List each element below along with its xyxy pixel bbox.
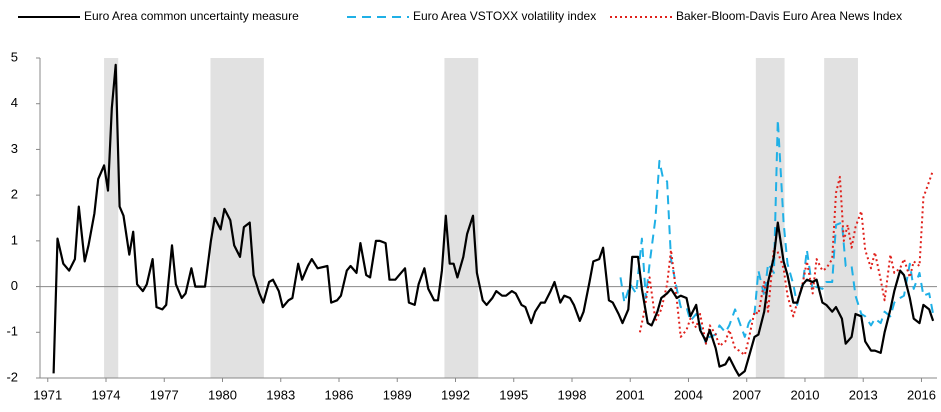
legend-label: Baker-Bloom-Davis Euro Area News Index xyxy=(676,9,902,23)
x-tick-label: 1989 xyxy=(383,387,412,402)
x-tick-label: 2016 xyxy=(907,387,936,402)
x-tick-label: 1977 xyxy=(150,387,179,402)
y-tick-label: 3 xyxy=(11,141,18,156)
x-tick-label: 1974 xyxy=(92,387,121,402)
legend-label: Euro Area VSTOXX volatility index xyxy=(413,9,596,23)
x-tick-label: 2007 xyxy=(732,387,761,402)
y-tick-label: -1 xyxy=(6,324,18,339)
y-tick-label: -2 xyxy=(6,369,18,384)
series-line xyxy=(619,118,935,345)
x-tick-label: 1998 xyxy=(558,387,587,402)
y-tick-label: 5 xyxy=(11,49,18,64)
legend-label: Euro Area common uncertainty measure xyxy=(84,9,299,23)
x-tick-label: 1995 xyxy=(499,387,528,402)
series-line xyxy=(638,169,935,357)
series-line xyxy=(52,63,935,377)
x-tick-label: 1971 xyxy=(33,387,62,402)
shaded-period xyxy=(824,58,858,378)
x-tick-label: 2010 xyxy=(791,387,820,402)
y-tick-label: 0 xyxy=(11,278,18,293)
shaded-period xyxy=(210,58,264,378)
y-tick-label: 1 xyxy=(11,232,18,247)
x-tick-label: 2013 xyxy=(849,387,878,402)
y-tick-label: 4 xyxy=(11,95,18,110)
x-tick-label: 1980 xyxy=(208,387,237,402)
y-tick-label: 2 xyxy=(11,187,18,202)
x-tick-label: 1986 xyxy=(325,387,354,402)
x-tick-label: 2004 xyxy=(674,387,703,402)
shaded-period xyxy=(104,58,119,378)
x-tick-label: 2001 xyxy=(616,387,645,402)
x-tick-label: 1992 xyxy=(441,387,470,402)
x-tick-label: 1983 xyxy=(266,387,295,402)
